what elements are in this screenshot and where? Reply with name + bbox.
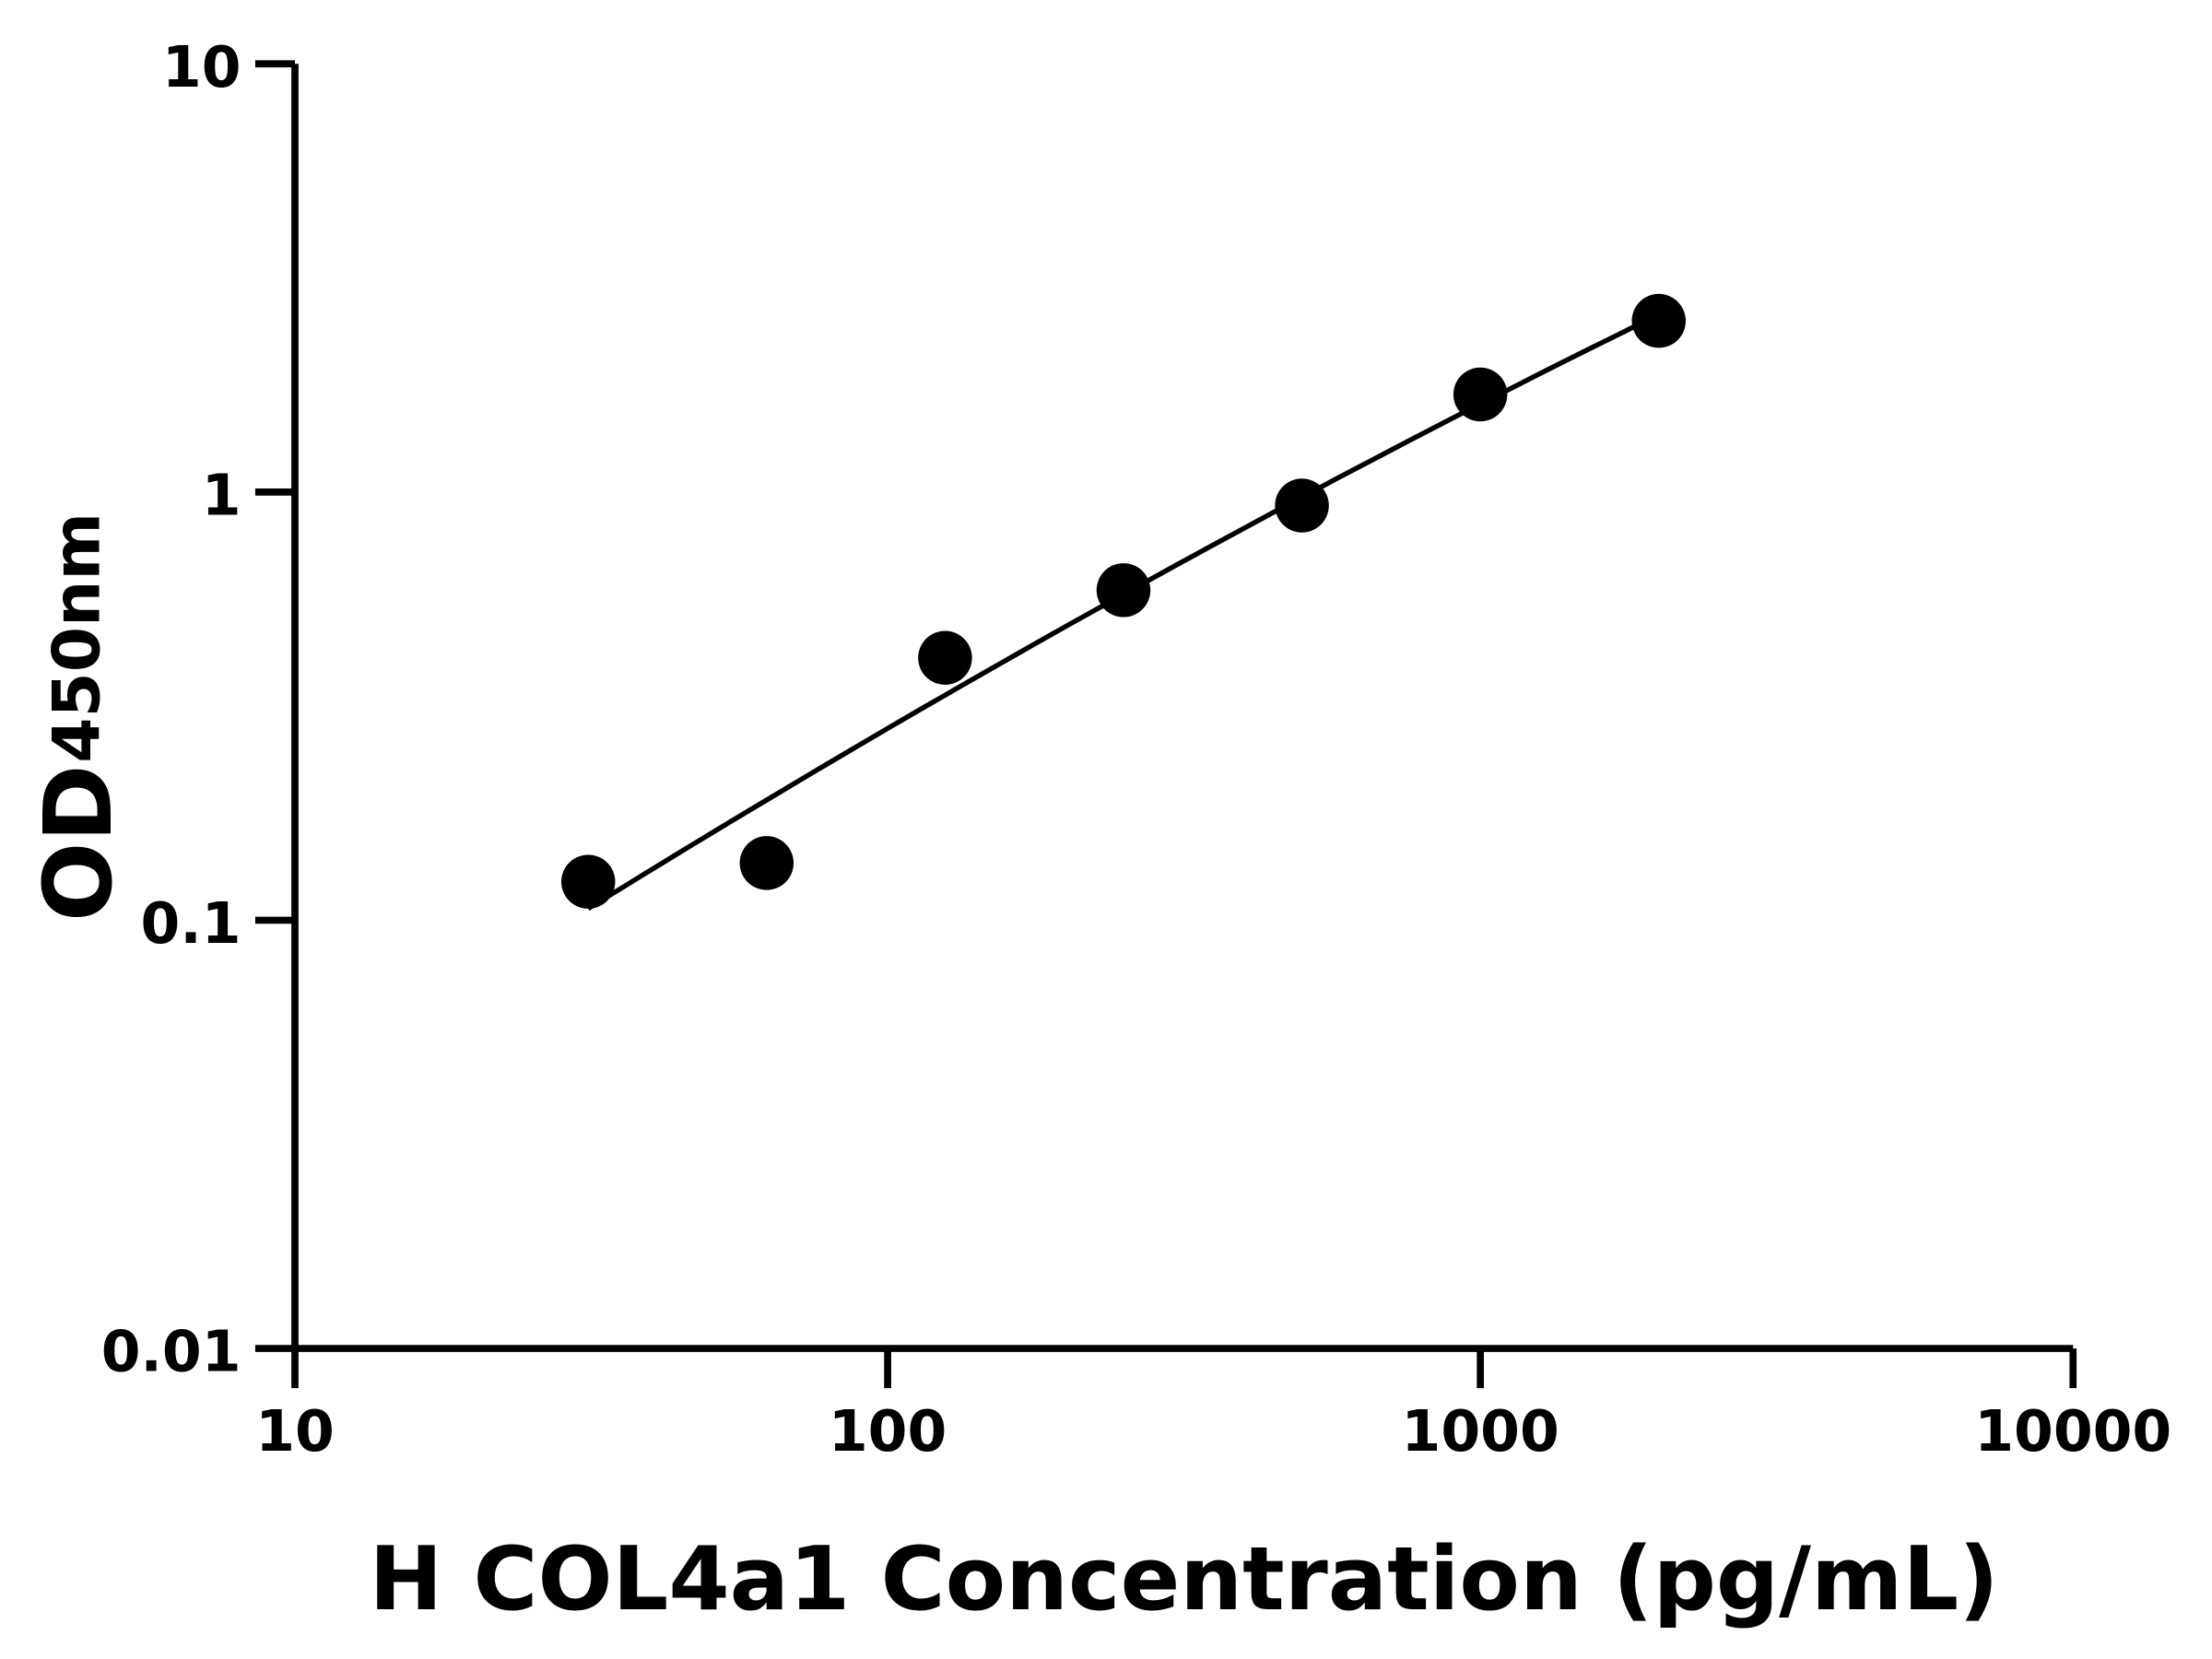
x-tick-label: 10 (255, 1398, 335, 1465)
data-point (918, 630, 972, 685)
x-tick-label: 10000 (1974, 1398, 2171, 1465)
y-tick-label: 10 (162, 34, 241, 100)
data-point (1453, 367, 1508, 422)
y-axis-label-main: OD (24, 764, 133, 922)
y-tick-label: 0.01 (101, 1319, 241, 1385)
data-point (739, 836, 794, 890)
data-point (1096, 563, 1151, 618)
data-point (1631, 293, 1686, 348)
x-tick-label: 100 (829, 1398, 947, 1465)
data-point (560, 854, 616, 909)
y-tick-label: 1 (202, 462, 241, 528)
axes: 10 100 1000 10000 0.01 0.1 1 10 (101, 34, 2171, 1465)
data-point (1275, 478, 1329, 533)
y-axis-label-sub: 450nm (39, 512, 115, 763)
data-points (560, 293, 1686, 909)
x-axis-label: H COL4a1 Concentration (pg/mL) (369, 1528, 1998, 1630)
x-tick-label: 1000 (1402, 1398, 1559, 1465)
y-tick-label: 0.1 (141, 890, 241, 957)
y-axis-label: OD 450nm (24, 512, 133, 922)
